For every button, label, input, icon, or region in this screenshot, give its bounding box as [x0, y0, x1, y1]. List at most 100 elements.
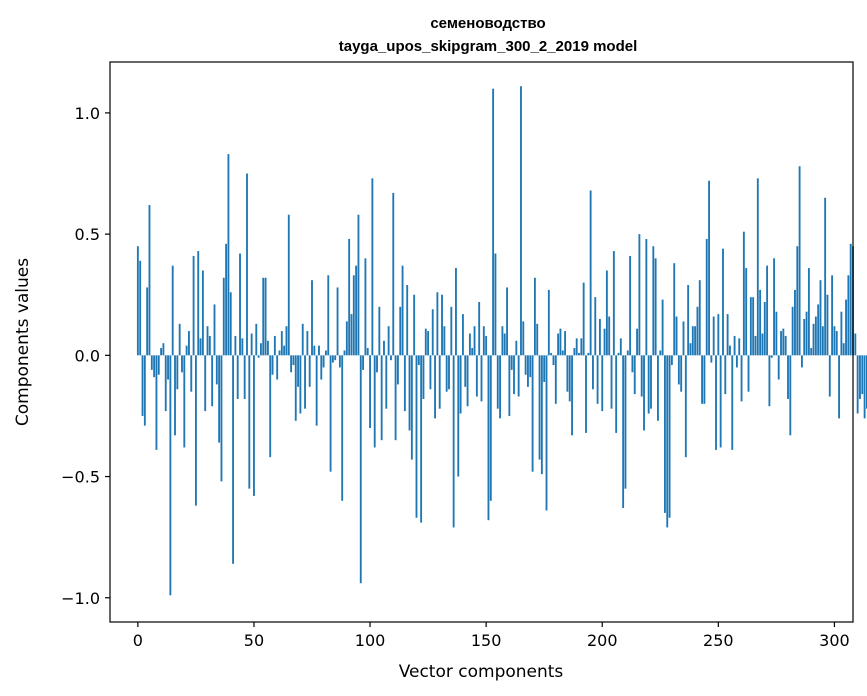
x-tick-label-200: 200 [587, 631, 618, 650]
bar-162 [513, 355, 515, 395]
bar-297 [826, 294, 829, 356]
bars-group [136, 86, 867, 596]
bar-60 [276, 355, 279, 380]
bar-131 [441, 294, 443, 356]
bar-38 [225, 243, 228, 356]
bar-12 [164, 355, 167, 412]
bar-163 [515, 340, 518, 356]
bar-221 [650, 355, 652, 409]
bar-114 [401, 265, 404, 356]
bar-33 [213, 304, 216, 356]
bar-16 [174, 355, 176, 436]
bar-116 [406, 285, 409, 356]
bar-157 [501, 326, 504, 356]
bar-240 [694, 326, 697, 356]
bar-17 [176, 355, 179, 390]
bar-230 [670, 355, 673, 366]
bar-300 [833, 326, 836, 356]
bar-113 [399, 306, 402, 356]
bar-312 [861, 355, 864, 395]
bar-224 [657, 355, 659, 421]
bar-45 [241, 338, 244, 356]
bar-56 [266, 340, 269, 356]
bar-264 [749, 297, 752, 356]
bar-140 [462, 314, 464, 356]
bar-187 [571, 355, 573, 436]
x-tick-label-300: 300 [819, 631, 850, 650]
bar-53 [259, 343, 262, 356]
bar-168 [527, 355, 529, 387]
bar-248 [712, 316, 715, 356]
bar-94 [355, 265, 358, 356]
bar-282 [791, 306, 794, 356]
bar-177 [547, 289, 550, 356]
bar-250 [717, 314, 720, 356]
bar-145 [473, 326, 476, 356]
bar-206 [615, 355, 618, 433]
bar-28 [201, 270, 204, 356]
bar-164 [517, 355, 520, 397]
bar-226 [661, 299, 664, 356]
bar-130 [438, 355, 441, 409]
bar-10 [160, 348, 163, 356]
bar-87 [338, 355, 341, 368]
bar-75 [311, 280, 313, 356]
bar-171 [533, 277, 536, 356]
bar-261 [742, 231, 745, 356]
bar-73 [306, 331, 309, 356]
bar-117 [408, 355, 411, 431]
bar-105 [380, 355, 383, 441]
bar-80 [322, 355, 325, 368]
bar-190 [578, 352, 580, 356]
bar-51 [255, 323, 258, 356]
bar-5 [148, 205, 151, 356]
bar-139 [459, 355, 462, 414]
bar-97 [362, 355, 365, 370]
bar-2 [141, 355, 144, 416]
bar-101 [371, 178, 374, 356]
bar-172 [536, 323, 539, 356]
bar-289 [807, 268, 810, 356]
bar-238 [689, 343, 692, 356]
bar-191 [580, 338, 583, 356]
bar-96 [359, 355, 362, 584]
bar-7 [153, 355, 156, 378]
bar-290 [810, 348, 813, 356]
bar-128 [434, 355, 436, 419]
bar-235 [682, 321, 685, 356]
bar-110 [392, 192, 395, 356]
bar-193 [585, 355, 587, 433]
bar-188 [573, 348, 576, 356]
bar-179 [552, 355, 555, 366]
bar-174 [540, 355, 543, 475]
bar-98 [364, 258, 367, 356]
bar-280 [787, 355, 789, 399]
bar-257 [733, 335, 736, 356]
bar-165 [520, 86, 522, 356]
bar-198 [596, 355, 599, 404]
bar-58 [271, 355, 274, 375]
bar-281 [789, 355, 792, 436]
bar-30 [206, 326, 209, 356]
bar-251 [719, 355, 722, 448]
x-tick-label-50: 50 [244, 631, 264, 650]
bar-57 [269, 355, 272, 458]
bar-61 [278, 350, 281, 356]
bar-239 [691, 326, 694, 356]
x-tick-label-150: 150 [471, 631, 502, 650]
bar-26 [197, 251, 200, 356]
chart-subtitle: tayga_upos_skipgram_300_2_2019 model [339, 38, 638, 55]
bar-225 [659, 350, 662, 356]
bar-209 [622, 355, 625, 509]
bar-222 [652, 246, 655, 356]
bar-301 [835, 331, 838, 356]
bar-313 [863, 355, 866, 419]
bar-295 [821, 326, 824, 356]
bar-233 [677, 355, 680, 385]
bar-304 [842, 343, 845, 356]
bar-92 [350, 314, 353, 356]
bar-136 [452, 355, 455, 528]
bar-81 [325, 350, 327, 356]
bar-183 [561, 350, 564, 356]
